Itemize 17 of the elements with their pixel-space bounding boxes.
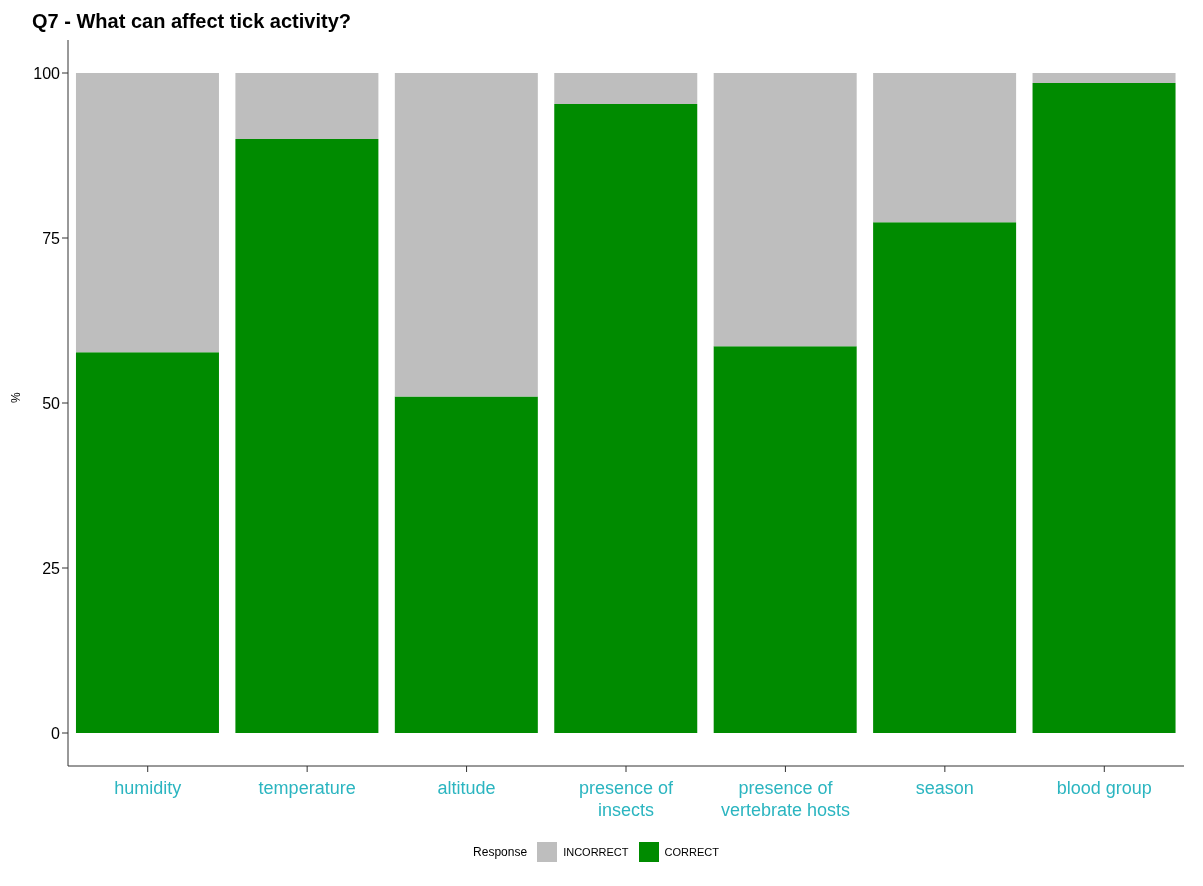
chart-title: Q7 - What can affect tick activity? xyxy=(31,9,352,34)
y-tick-label: 75 xyxy=(42,229,61,247)
x-tick-label: humidity xyxy=(114,778,182,798)
y-tick-label: 25 xyxy=(42,559,61,577)
x-tick-label: presence of vertebrate hosts xyxy=(720,778,850,820)
x-tick-label: presence of insects xyxy=(578,778,675,820)
x-tick-label: altitude xyxy=(437,778,496,798)
y-tick-label: 100 xyxy=(33,64,61,82)
y-tick-label: 50 xyxy=(42,394,61,412)
legend-title: Response xyxy=(473,845,528,859)
legend-label: INCORRECT xyxy=(563,846,629,858)
y-axis-title: % xyxy=(9,392,24,403)
y-tick-label: 0 xyxy=(51,724,61,742)
legend-label: CORRECT xyxy=(664,846,719,858)
x-tick-label: season xyxy=(915,778,974,798)
x-tick-label: blood group xyxy=(1056,778,1152,798)
x-tick-label: temperature xyxy=(258,778,356,798)
